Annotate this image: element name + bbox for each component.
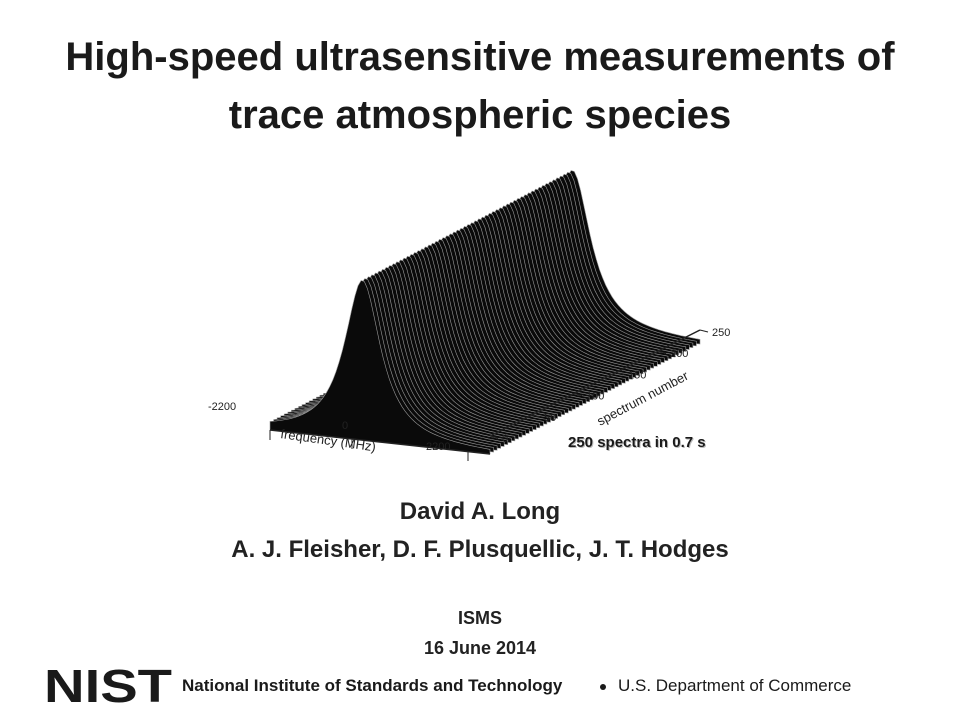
spectrum-tick-mark bbox=[699, 329, 709, 333]
frequency-tick-label: -2200 bbox=[208, 401, 236, 413]
spectrum-tick-mark bbox=[531, 414, 541, 418]
nist-logo-text: NIST bbox=[44, 664, 172, 708]
frequency-axis-line bbox=[269, 429, 491, 455]
slide-title: High-speed ultrasensitive measurements o… bbox=[20, 28, 940, 144]
spectrum-tick-label: 100 bbox=[586, 391, 604, 403]
waterfall-figure: -2200 0 2200 frequency (MHz) 0 50 100 150 20… bbox=[200, 140, 740, 470]
footer-department: U.S. Department of Commerce bbox=[618, 676, 852, 695]
separator-bullet-icon bbox=[600, 684, 606, 690]
title-line-1: High-speed ultrasensitive measurements o… bbox=[65, 35, 895, 79]
spectrum-tick-label: 150 bbox=[628, 369, 646, 381]
spectrum-tick-mark bbox=[615, 371, 625, 375]
co-authors: A. J. Fleisher, D. F. Plusquellic, J. T.… bbox=[231, 536, 729, 563]
spectrum-tick-mark bbox=[489, 435, 499, 439]
spectrum-tick-label: 250 bbox=[712, 327, 730, 339]
footer-organization: National Institute of Standards and Tech… bbox=[182, 676, 563, 695]
spectrum-ticks-group: 0 50 100 150 200 250 bbox=[489, 327, 730, 445]
presenting-author: David A. Long bbox=[399, 498, 561, 525]
waterfall-plot: -2200 0 2200 frequency (MHz) 05010015020… bbox=[208, 170, 730, 461]
footer-banner: NIST National Institute of Standards and… bbox=[44, 664, 924, 708]
event-name: ISMS bbox=[457, 608, 502, 628]
spectrum-tick-label: 200 bbox=[670, 348, 688, 360]
spectra-group bbox=[269, 170, 701, 455]
spectrum-trace bbox=[269, 280, 491, 455]
spectrum-axis-line bbox=[489, 329, 701, 437]
frequency-tick-label: 2200 bbox=[426, 441, 450, 453]
figure-caption: 250 spectra in 0.7 s bbox=[568, 434, 706, 451]
spectrum-tick-mark bbox=[657, 350, 667, 354]
spectrum-tick-label: 50 bbox=[544, 412, 556, 424]
spectrum-tick-label: 0 bbox=[502, 433, 508, 445]
title-line-2: trace atmospheric species bbox=[228, 93, 732, 137]
presentation-date: 16 June 2014 bbox=[423, 638, 537, 658]
spectrum-tick-mark bbox=[573, 393, 583, 397]
frequency-tick-label: 0 bbox=[342, 420, 348, 432]
nist-logo: NIST bbox=[44, 664, 172, 708]
